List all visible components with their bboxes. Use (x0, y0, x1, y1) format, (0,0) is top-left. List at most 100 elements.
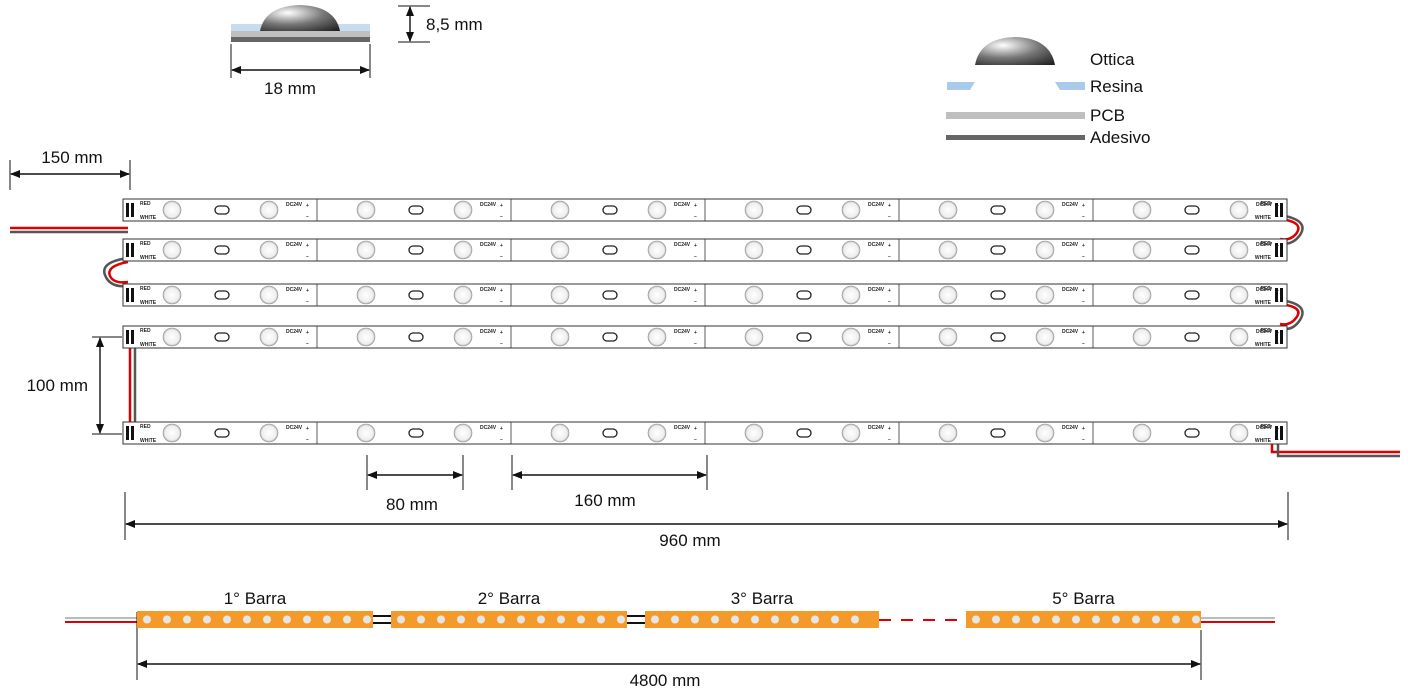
led (356, 240, 376, 260)
legend-label: Ottica (1090, 50, 1135, 69)
polarity: − (888, 254, 891, 260)
wire (1279, 217, 1300, 241)
led (1035, 423, 1055, 443)
voltage-label: DC24V (286, 202, 303, 208)
white-label: WHITE (1255, 342, 1272, 348)
led (841, 327, 861, 347)
led (1132, 423, 1152, 443)
voltage-label: DC24V (1062, 329, 1079, 335)
red-label: RED (1260, 286, 1271, 292)
polarity: + (500, 330, 503, 336)
total-length: 960 mm (659, 531, 720, 550)
polarity: − (306, 341, 309, 347)
polarity: − (888, 299, 891, 305)
bar (966, 611, 1201, 628)
bar-led (711, 615, 719, 624)
bar-led (1032, 615, 1040, 624)
led (1229, 240, 1249, 260)
bar-led (183, 615, 191, 624)
led (744, 327, 764, 347)
connector-pad (1280, 203, 1283, 217)
bar-led (1192, 615, 1200, 624)
connector-pad (131, 288, 134, 302)
white-label: WHITE (1255, 300, 1272, 306)
red-label: RED (140, 201, 151, 207)
legend-resin (1055, 82, 1085, 90)
lens (796, 245, 812, 255)
voltage-label: DC24V (1256, 329, 1273, 335)
polarity: + (694, 330, 697, 336)
led (647, 285, 667, 305)
red-label: RED (1260, 201, 1271, 207)
polarity: − (500, 214, 503, 220)
lens (602, 428, 618, 438)
led-strip: DC24V +−DC24V +−DC24V +−DC24V +−DC24V +−DC24V… (122, 283, 1288, 307)
connector-pad (1275, 243, 1278, 257)
connector-pad (1280, 243, 1283, 257)
legend-label: PCB (1090, 106, 1125, 125)
polarity: + (500, 243, 503, 249)
lens (214, 428, 230, 438)
polarity: − (888, 341, 891, 347)
legend-label: Adesivo (1090, 128, 1150, 147)
legend-pcb (946, 112, 1085, 119)
dimensions: 150 mm 100 mm 80 mm 160 mm 960 mm (9, 148, 1289, 550)
lens (990, 245, 1006, 255)
led (162, 240, 182, 260)
polarity: + (694, 243, 697, 249)
polarity: + (694, 426, 697, 432)
bar-led (651, 615, 659, 624)
polarity: + (1082, 243, 1085, 249)
led (647, 423, 667, 443)
bar-led (143, 615, 151, 624)
lens (602, 245, 618, 255)
red-label: RED (1260, 424, 1271, 430)
connector-pad (1280, 426, 1283, 440)
led (259, 327, 279, 347)
lens (408, 205, 424, 215)
bar-led (517, 615, 525, 624)
bar-led (477, 615, 485, 624)
white-label: WHITE (140, 342, 157, 348)
bar-led (303, 615, 311, 624)
lens (1184, 205, 1200, 215)
bar-label: 5° Barra (1052, 589, 1115, 608)
lens (1184, 290, 1200, 300)
voltage-label: DC24V (1256, 202, 1273, 208)
polarity: + (306, 203, 309, 209)
voltage-label: DC24V (480, 425, 497, 431)
bar (137, 611, 373, 628)
polarity: − (888, 214, 891, 220)
led (259, 423, 279, 443)
polarity: − (888, 437, 891, 443)
led (550, 240, 570, 260)
voltage-label: DC24V (1062, 425, 1079, 431)
lens (990, 332, 1006, 342)
polarity: − (1082, 341, 1085, 347)
bar-led (1132, 615, 1140, 624)
led (453, 285, 473, 305)
polarity: − (306, 254, 309, 260)
lens (1184, 245, 1200, 255)
led (453, 200, 473, 220)
bar-led (1012, 615, 1020, 624)
spacing: 100 mm (27, 376, 88, 395)
voltage-label: DC24V (868, 202, 885, 208)
connector-pad (1280, 288, 1283, 302)
led (744, 240, 764, 260)
led (938, 423, 958, 443)
led (938, 327, 958, 347)
led (841, 240, 861, 260)
led (356, 200, 376, 220)
voltage-label: DC24V (868, 329, 885, 335)
bar-led (343, 615, 351, 624)
led (744, 200, 764, 220)
bar-label: 2° Barra (478, 589, 541, 608)
polarity: + (888, 243, 891, 249)
voltage-label: DC24V (286, 425, 303, 431)
polarity: + (306, 288, 309, 294)
polarity: − (1082, 299, 1085, 305)
bar-led (283, 615, 291, 624)
led-strip: DC24V +−DC24V +−DC24V +−DC24V +−DC24V +−DC24V… (122, 325, 1288, 349)
bars-total: 4800 mm (630, 671, 701, 690)
